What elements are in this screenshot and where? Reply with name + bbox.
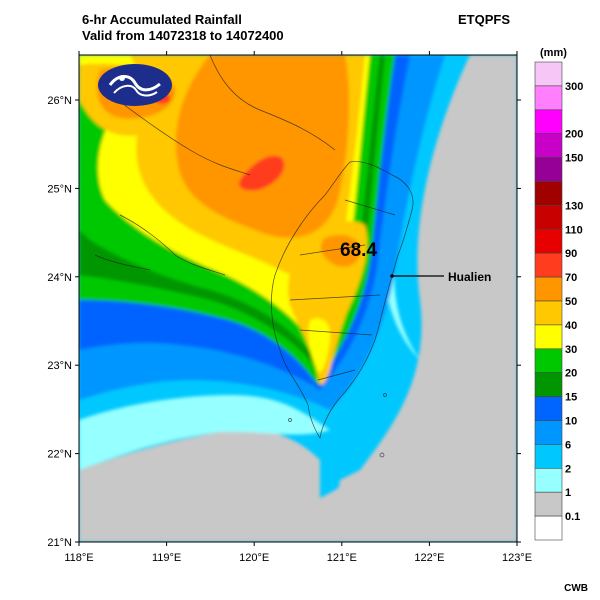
latitude-axis: 26°N 25°N 24°N 23°N 22°N 21°N [47, 95, 521, 549]
longitude-axis: 118°E 119°E 120°E 121°E 122°E 123°E [64, 51, 532, 564]
legend-swatch [534, 491, 563, 517]
legend-swatch [534, 85, 563, 111]
lat-tick-label: 26°N [47, 95, 72, 107]
lon-tick-label: 121°E [327, 552, 357, 564]
legend-label: 150 [565, 153, 583, 165]
legend-label: 6 [565, 439, 571, 451]
legend-label: 20 [565, 368, 577, 380]
legend-swatch [534, 276, 563, 302]
legend-swatch [534, 467, 563, 493]
lon-tick-label: 122°E [414, 552, 444, 564]
legend-swatch [534, 109, 563, 135]
legend-swatch [534, 61, 563, 87]
lat-tick-label: 25°N [47, 183, 72, 195]
rainfall-field [79, 55, 517, 542]
legend-label: 50 [565, 296, 577, 308]
hualien-marker [390, 274, 394, 278]
legend: 300 200 150 130 110 90 70 50 40 30 20 15 10 6 2 1 0.1 [534, 61, 583, 541]
legend-label: 70 [565, 272, 577, 284]
lat-tick-label: 22°N [47, 449, 72, 461]
legend-swatch [534, 252, 563, 278]
legend-label: 30 [565, 344, 577, 356]
legend-swatch [534, 396, 563, 421]
lat-tick-label: 23°N [47, 360, 72, 372]
coastline-boundaries [94, 55, 414, 458]
lon-tick-label: 119°E [152, 552, 181, 564]
legend-swatch [534, 133, 563, 158]
legend-swatch [534, 444, 563, 469]
legend-label: 40 [565, 320, 577, 332]
legend-label: 200 [565, 129, 583, 141]
legend-swatch [534, 157, 563, 182]
legend-label: 0.1 [565, 511, 580, 523]
lon-tick-label: 118°E [64, 552, 93, 564]
credit-text: CWB [564, 583, 588, 594]
legend-swatch [534, 515, 563, 541]
legend-unit: (mm) [540, 47, 567, 59]
hualien-label: Hualien [448, 270, 491, 284]
legend-swatch [534, 181, 563, 206]
cwb-logo [98, 64, 172, 106]
map-valid-time: Valid from 14072318 to 14072400 [82, 28, 284, 43]
legend-swatch [534, 205, 563, 230]
legend-label: 110 [565, 224, 583, 236]
legend-label: 15 [565, 392, 577, 404]
lon-tick-label: 120°E [239, 552, 269, 564]
legend-label: 130 [565, 200, 583, 212]
legend-label: 1 [565, 487, 571, 499]
lon-tick-label: 123°E [502, 552, 532, 564]
legend-label: 300 [565, 81, 583, 93]
legend-label: 10 [565, 416, 577, 428]
map-frame [78, 54, 518, 543]
legend-swatch [534, 420, 563, 445]
legend-swatch [534, 229, 563, 254]
legend-swatch [534, 300, 563, 326]
max-rainfall-value: 68.4 [340, 240, 377, 261]
legend-swatch [534, 348, 563, 373]
legend-swatch [534, 324, 563, 350]
legend-label: 2 [565, 463, 571, 475]
lat-tick-label: 24°N [47, 272, 72, 284]
legend-label: 90 [565, 248, 577, 260]
map-title: 6-hr Accumulated Rainfall [82, 12, 242, 27]
legend-swatch [534, 372, 563, 397]
product-name: ETQPFS [458, 12, 511, 27]
lat-tick-label: 21°N [47, 537, 72, 549]
